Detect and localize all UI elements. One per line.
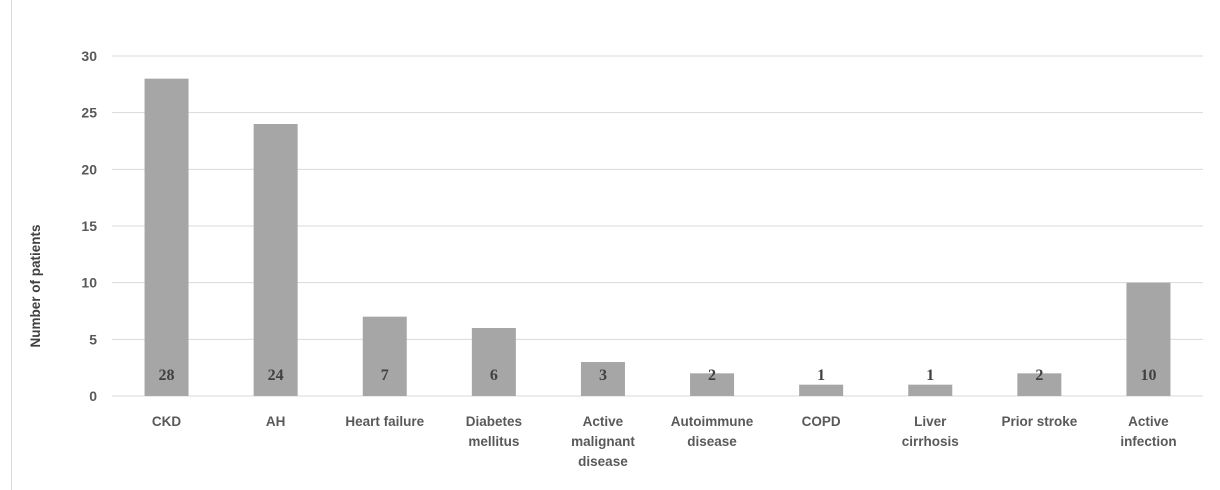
bar-6 bbox=[799, 384, 844, 396]
y-tick-label-15: 15 bbox=[81, 218, 97, 234]
bar-9 bbox=[1126, 282, 1171, 396]
bar-8 bbox=[1017, 373, 1062, 396]
data-label-6: 1 bbox=[817, 367, 825, 384]
data-label-9: 10 bbox=[1140, 367, 1156, 384]
data-label-5: 2 bbox=[708, 367, 716, 384]
x-axis-categories: CKD AH Heart failure Diabetes mellitus Active… bbox=[152, 414, 1177, 469]
data-label-2: 7 bbox=[381, 367, 389, 384]
category-label-8: Prior stroke bbox=[1001, 414, 1077, 429]
bar-1 bbox=[253, 124, 298, 396]
y-tick-label-0: 0 bbox=[89, 388, 97, 404]
data-label-8: 2 bbox=[1035, 367, 1043, 384]
y-axis-label: Number of patients bbox=[28, 224, 43, 347]
category-label-0: CKD bbox=[152, 414, 181, 429]
bar-0 bbox=[144, 78, 189, 397]
data-label-4: 3 bbox=[599, 367, 607, 384]
bars bbox=[144, 78, 1171, 397]
data-label-7: 1 bbox=[926, 367, 934, 384]
data-label-1: 24 bbox=[268, 367, 284, 384]
data-label-3: 6 bbox=[490, 367, 498, 384]
y-tick-label-5: 5 bbox=[89, 331, 97, 347]
category-label-4: Active malignant disease bbox=[571, 414, 635, 469]
category-label-2: Heart failure bbox=[345, 414, 424, 429]
category-label-9: Active infection bbox=[1120, 414, 1176, 449]
y-tick-label-10: 10 bbox=[81, 275, 97, 291]
bar-2 bbox=[362, 316, 407, 396]
y-tick-label-20: 20 bbox=[81, 161, 97, 177]
category-label-1: AH bbox=[266, 414, 286, 429]
bar-7 bbox=[908, 384, 953, 396]
y-tick-label-25: 25 bbox=[81, 105, 97, 121]
category-label-5: Autoimmune disease bbox=[671, 414, 754, 449]
bar-5 bbox=[690, 373, 735, 396]
bar-4 bbox=[580, 362, 625, 396]
y-tick-label-30: 30 bbox=[81, 48, 97, 64]
category-label-3: Diabetes mellitus bbox=[466, 414, 522, 449]
bar-3 bbox=[471, 328, 516, 396]
data-labels: 28 24 7 6 3 2 1 1 2 10 bbox=[159, 367, 1157, 384]
left-border-line bbox=[11, 0, 12, 490]
data-label-0: 28 bbox=[159, 367, 175, 384]
category-label-6: COPD bbox=[802, 414, 841, 429]
y-axis-ticks: 0 5 10 15 20 25 30 bbox=[81, 48, 97, 404]
category-label-7: Liver cirrhosis bbox=[902, 414, 959, 449]
